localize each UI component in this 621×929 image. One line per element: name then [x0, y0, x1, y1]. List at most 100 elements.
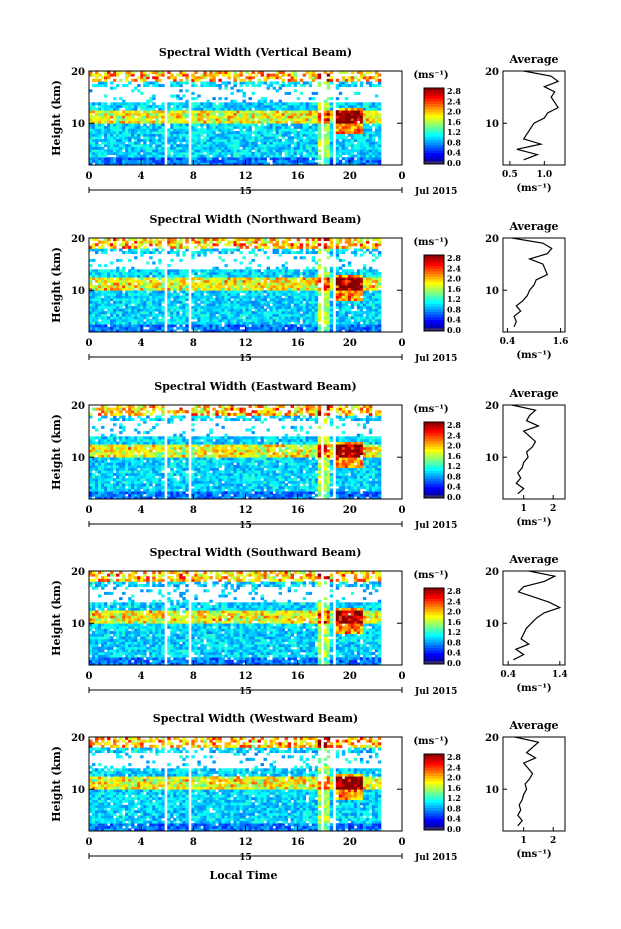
heatmap-cell	[239, 308, 243, 312]
heatmap-cell	[161, 133, 165, 137]
heatmap-cell	[269, 125, 273, 129]
heatmap-cell	[152, 149, 156, 153]
heatmap-cell	[194, 138, 198, 142]
heatmap-cell	[191, 120, 195, 124]
heatmap-cell	[197, 251, 201, 255]
heatmap-cell	[113, 324, 117, 328]
heatmap-cell	[143, 282, 147, 286]
heatmap-cell	[233, 290, 237, 294]
heatmap-cell	[101, 151, 105, 155]
heatmap-cell	[317, 157, 322, 161]
heatmap-cell	[248, 76, 252, 80]
heatmap-cell	[206, 285, 210, 289]
heatmap-cell	[107, 316, 111, 320]
heatmap-cell	[98, 287, 102, 291]
heatmap-cell	[293, 123, 298, 127]
heatmap-cell	[146, 308, 150, 312]
heatmap-cell	[122, 112, 126, 116]
heatmap-cell	[338, 118, 343, 122]
heatmap-cell	[110, 261, 114, 265]
heatmap-cell	[197, 151, 201, 155]
heatmap-cell	[131, 123, 135, 127]
heatmap-cell	[329, 324, 334, 328]
heatmap-cell	[158, 128, 162, 132]
heatmap-cell	[341, 81, 346, 85]
heatmap-cell	[275, 295, 280, 299]
heatmap-cell	[299, 308, 304, 312]
heatmap-cell	[119, 308, 123, 312]
heatmap-cell	[314, 110, 319, 114]
heatmap-cell	[254, 146, 258, 150]
heatmap-cell	[218, 318, 222, 322]
heatmap-cell	[266, 305, 270, 309]
heatmap-cell	[206, 295, 210, 299]
heatmap-cell	[143, 308, 147, 312]
heatmap-cell	[278, 133, 283, 137]
heatmap-cell	[149, 133, 153, 137]
heatmap-cell	[329, 311, 334, 315]
heatmap-cell	[116, 303, 120, 307]
heatmap-cell	[365, 81, 370, 85]
heatmap-cell	[290, 316, 295, 320]
heatmap-cell	[278, 269, 283, 273]
heatmap-cell	[299, 84, 304, 88]
heatmap-cell	[200, 141, 204, 145]
heatmap-cell	[269, 151, 273, 155]
heatmap-cell	[161, 162, 165, 166]
heatmap-cell	[290, 311, 295, 315]
heatmap-cell	[293, 311, 298, 315]
heatmap-cell	[146, 292, 150, 296]
heatmap-cell	[230, 110, 234, 114]
heatmap-cell	[362, 112, 367, 116]
heatmap-cell	[278, 290, 283, 294]
heatmap-cell	[170, 76, 174, 80]
heatmap-cell	[284, 149, 289, 153]
heatmap-cell	[296, 269, 301, 273]
heatmap-cell	[290, 141, 295, 145]
heatmap-cell	[281, 245, 286, 249]
heatmap-cell	[221, 131, 225, 135]
heatmap-cell	[311, 295, 316, 299]
heatmap-cell	[293, 133, 298, 137]
heatmap-cell	[230, 146, 234, 150]
heatmap-cell	[293, 277, 298, 281]
heatmap-cell	[218, 71, 222, 75]
heatmap-cell	[98, 277, 102, 281]
heatmap-cell	[224, 157, 228, 161]
heatmap-cell	[170, 159, 174, 163]
colorbar-swatch	[424, 147, 444, 151]
heatmap-cell	[191, 313, 195, 317]
heatmap-cell	[89, 151, 93, 155]
heatmap-cell	[254, 285, 258, 289]
heatmap-cell	[230, 128, 234, 132]
heatmap-cell	[305, 321, 310, 325]
heatmap-cell	[152, 248, 156, 252]
heatmap-cell	[206, 133, 210, 137]
heatmap-cell	[278, 76, 283, 80]
heatmap-cell	[314, 300, 319, 304]
heatmap-cell	[101, 154, 105, 158]
colorbar-swatch	[424, 131, 444, 135]
heatmap-cell	[131, 131, 135, 135]
heatmap-cell	[185, 154, 189, 158]
heatmap-cell	[152, 240, 156, 244]
heatmap-cell	[125, 104, 129, 108]
heatmap-cell	[98, 159, 102, 163]
heatmap-cell	[92, 318, 96, 322]
heatmap-cell	[335, 162, 340, 166]
heatmap-cell	[203, 295, 207, 299]
heatmap-cell	[146, 133, 150, 137]
heatmap-cell	[125, 112, 129, 116]
heatmap-cell	[305, 138, 310, 142]
heatmap-cell	[356, 159, 361, 163]
heatmap-cell	[128, 144, 132, 148]
heatmap-cell	[95, 329, 99, 333]
heatmap-cell	[146, 287, 150, 291]
heatmap-cell	[260, 118, 264, 122]
heatmap-cell	[299, 154, 304, 158]
heatmap-cell	[116, 282, 120, 286]
heatmap-cell	[305, 71, 310, 75]
heatmap-cell	[152, 125, 156, 129]
heatmap-cell	[338, 321, 343, 325]
heatmap-cell	[290, 76, 295, 80]
